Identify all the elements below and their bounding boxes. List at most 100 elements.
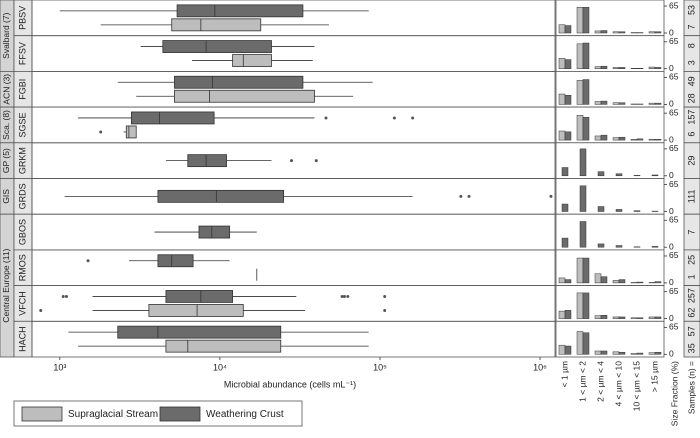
- bar: [654, 139, 662, 141]
- sample-count: 49: [686, 76, 696, 86]
- sample-count: 57: [686, 326, 696, 336]
- region-label: Sca. (8): [1, 110, 11, 140]
- outlier: [61, 294, 65, 298]
- sample-count: 7: [686, 230, 696, 235]
- panel: [31, 213, 556, 251]
- sample-count: 62: [686, 308, 696, 318]
- bar: [558, 310, 566, 319]
- size-category-label: 1 < µm < 2: [577, 361, 587, 402]
- bar: [597, 206, 605, 212]
- bar: [558, 344, 566, 355]
- sample-count: 29: [686, 156, 696, 166]
- size-category-label: 4 < µm < 10: [613, 361, 623, 407]
- box: [125, 125, 137, 139]
- outlier: [383, 308, 387, 312]
- bar-tick-label: 65: [669, 36, 679, 46]
- site-label: HACH: [17, 326, 27, 352]
- outlier: [39, 308, 43, 312]
- region-label: ACN (3): [1, 74, 11, 105]
- outlier: [340, 294, 344, 298]
- x-tick-label: 10³: [53, 362, 66, 372]
- bar: [630, 317, 638, 319]
- bar: [594, 66, 602, 69]
- bar: [579, 185, 587, 212]
- site-label: VFCH: [17, 291, 27, 316]
- bar: [618, 316, 626, 319]
- bar: [579, 148, 587, 177]
- bar: [582, 332, 590, 355]
- bar-tick-label: 65: [669, 215, 679, 225]
- bar: [558, 130, 566, 141]
- sample-count: 1: [686, 274, 696, 279]
- bar-tick-label: 0: [669, 27, 674, 37]
- bar: [612, 102, 620, 105]
- bar: [600, 134, 608, 141]
- bar: [576, 331, 584, 355]
- legend-swatch: [159, 406, 201, 422]
- site-label: FFSV: [17, 42, 27, 65]
- bar: [582, 292, 590, 319]
- bar: [582, 79, 590, 105]
- bar: [594, 135, 602, 141]
- bar: [618, 31, 626, 34]
- box: [187, 154, 227, 168]
- outlier: [383, 294, 387, 298]
- bar: [582, 117, 590, 141]
- outlier: [324, 116, 328, 120]
- outlier: [342, 294, 346, 298]
- box: [198, 225, 231, 239]
- bar: [612, 31, 620, 34]
- box: [174, 75, 304, 89]
- box: [176, 4, 304, 18]
- bar-tick-label: 0: [669, 277, 674, 287]
- sample-count: 6: [686, 132, 696, 137]
- x-tick-label: 10⁵: [373, 362, 387, 372]
- bar: [630, 353, 638, 355]
- bar: [564, 131, 572, 141]
- bar: [648, 139, 656, 141]
- bar: [612, 280, 620, 284]
- bar: [564, 25, 572, 34]
- outlier: [467, 194, 471, 198]
- site-label: PBSV: [17, 6, 27, 30]
- outlier: [289, 159, 293, 163]
- sample-count: 157: [686, 110, 696, 125]
- bar: [648, 66, 656, 69]
- bar-tick-label: 65: [669, 143, 679, 153]
- bar: [654, 281, 662, 284]
- bar-panel: [555, 0, 665, 37]
- bar: [564, 59, 572, 69]
- samples-axis-label: Samples (n) =: [686, 361, 696, 414]
- box: [165, 290, 233, 303]
- bar: [564, 95, 572, 105]
- bar: [561, 237, 569, 248]
- bar-tick-label: 0: [669, 241, 674, 251]
- region-label: GIS: [1, 189, 11, 204]
- outlier: [314, 159, 318, 163]
- sample-count: 8: [686, 43, 696, 48]
- x-tick-label: 10⁴: [213, 362, 227, 372]
- x-axis-label: Microbial abundance (cells mL⁻¹): [224, 379, 356, 389]
- bar: [630, 139, 638, 141]
- bar: [618, 102, 626, 105]
- site-label: FGBI: [17, 79, 27, 100]
- sample-count: 53: [686, 5, 696, 15]
- sample-count: 257: [686, 288, 696, 303]
- bar: [648, 352, 656, 355]
- bar: [582, 7, 590, 34]
- bar: [561, 203, 569, 212]
- outlier: [99, 130, 103, 134]
- bar: [582, 42, 590, 69]
- bar: [576, 114, 584, 141]
- outlier: [549, 194, 553, 198]
- bar-tick-label: 65: [669, 0, 679, 10]
- bar-panel: [555, 178, 665, 215]
- bar: [612, 137, 620, 141]
- bar-tick-label: 65: [669, 322, 679, 332]
- bar-tick-label: 0: [669, 63, 674, 73]
- bar-tick-label: 0: [669, 170, 674, 180]
- bar-tick-label: 0: [669, 349, 674, 359]
- bar-tick-label: 65: [669, 179, 679, 189]
- bar: [558, 277, 566, 284]
